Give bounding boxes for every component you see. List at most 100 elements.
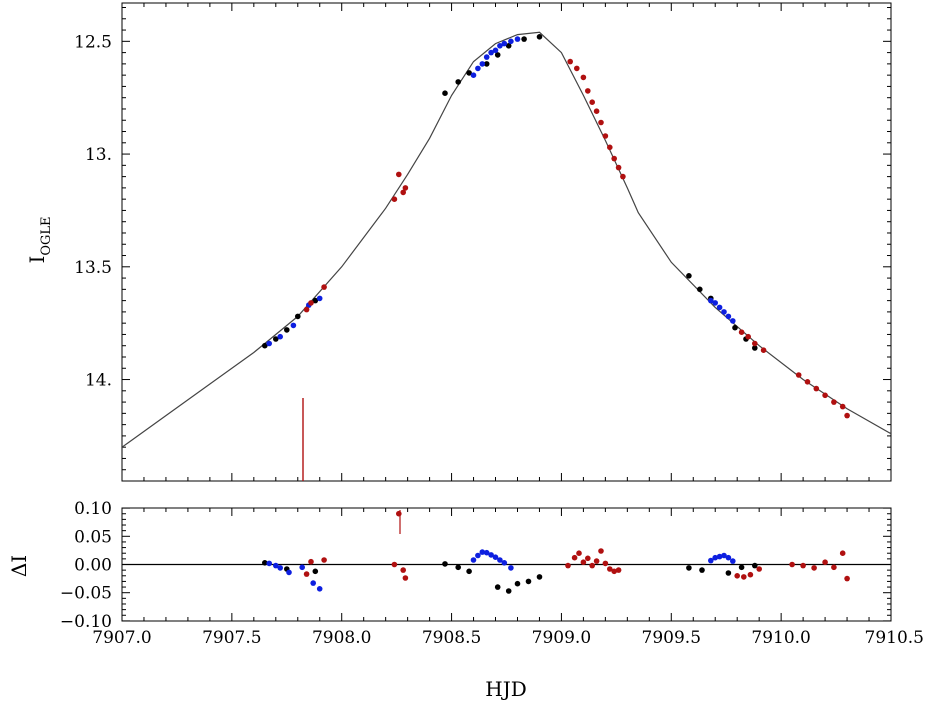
residual-point-observatory_c (391, 561, 398, 568)
data-point-observatory_a (455, 79, 462, 85)
residual-point-observatory_b (712, 554, 718, 561)
residual-point-observatory_c (308, 558, 314, 565)
residual-point-observatory_a (514, 580, 521, 587)
data-point-observatory_c (760, 347, 767, 354)
data-point-observatory_c (585, 88, 591, 94)
data-point-observatory_b (470, 72, 477, 78)
data-point-observatory_a (686, 273, 692, 279)
y-tick-label: −0.10 (60, 612, 112, 632)
residual-point-observatory_c (756, 566, 762, 572)
residual-point-observatory_b (316, 586, 323, 592)
residual-point-observatory_a (442, 561, 448, 567)
y-tick-label: 0.00 (74, 556, 112, 576)
top-plot-frame (121, 2, 892, 482)
residual-point-observatory_c (571, 554, 578, 561)
data-point-observatory_b (708, 297, 714, 304)
data-point-observatory_a (494, 52, 501, 58)
data-point-observatory_b (316, 295, 323, 302)
residual-point-observatory_c (611, 568, 617, 575)
residual-point-observatory_b (277, 565, 284, 571)
data-point-observatory_c (738, 329, 745, 336)
residual-point-observatory_b (501, 560, 508, 566)
residual-point-observatory_b (492, 554, 499, 560)
data-point-observatory_c (567, 58, 573, 65)
y-tick-label: 14. (85, 371, 112, 391)
data-point-observatory_b (514, 36, 521, 42)
data-point-observatory_c (303, 306, 310, 313)
residuals-panel: 0.10 0.05 0.00 −0.05 −0.10 7907.0 7907.5 7908.… (7, 499, 924, 701)
x-axis-label: HJD (485, 677, 527, 701)
data-point-observatory_c (308, 300, 314, 306)
data-point-observatory_b (730, 318, 736, 324)
residual-points (262, 510, 850, 594)
residual-point-observatory_c (822, 559, 828, 565)
data-point-observatory_c (400, 189, 407, 196)
data-point-observatory_c (745, 333, 751, 340)
y-tick-label: 0.10 (74, 499, 112, 519)
residual-point-observatory_b (708, 557, 714, 564)
data-point-observatory_b (508, 38, 514, 45)
residual-point-observatory_c (576, 550, 582, 556)
residual-point-observatory_c (839, 550, 846, 556)
data-point-observatory_a (284, 327, 290, 333)
data-point-observatory_c (620, 173, 626, 180)
data-point-observatory_b (721, 309, 727, 315)
y-tick-label: 12.5 (74, 32, 112, 52)
data-point-observatory_c (839, 403, 846, 410)
data-point-observatory_b (716, 304, 723, 311)
y-tick-label: 13. (85, 145, 112, 165)
residual-point-observatory_b (475, 552, 481, 559)
data-point-observatory_a (752, 345, 758, 351)
data-point-observatory_a (466, 70, 472, 76)
data-point-observatory_a (521, 36, 527, 42)
residual-point-observatory_a (466, 568, 472, 575)
residual-point-observatory_c (844, 575, 850, 582)
residual-point-observatory_b (721, 552, 727, 559)
data-point-observatory_b (501, 40, 508, 47)
residual-point-observatory_b (730, 558, 736, 564)
y-tick-label: 0.05 (74, 527, 112, 547)
data-point-observatory_b (290, 322, 297, 329)
data-point-observatory_c (574, 65, 580, 72)
residual-point-observatory_c (789, 561, 795, 568)
residual-point-observatory_b (716, 553, 723, 560)
data-point-observatory_a (312, 297, 319, 304)
x-tick-label: 7910.5 (865, 628, 924, 648)
data-point-observatory_b (479, 61, 486, 67)
residual-point-observatory_b (508, 565, 514, 571)
data-point-observatory_b (492, 47, 499, 54)
residual-point-observatory_c (598, 548, 604, 554)
data-point-observatory_c (602, 133, 609, 139)
residual-point-observatory_b (286, 569, 292, 576)
residual-point-observatory_c (396, 510, 402, 517)
bottom-y-tick-labels: 0.10 0.05 0.00 −0.05 −0.10 (60, 499, 112, 632)
data-point-observatory_c (589, 99, 595, 105)
residual-point-observatory_c (800, 562, 806, 569)
data-point-observatory_a (536, 34, 543, 40)
data-point-observatory_c (593, 108, 600, 114)
x-tick-label: 7907.0 (92, 628, 151, 648)
residual-point-observatory_c (593, 558, 600, 564)
residual-point-observatory_b (310, 580, 317, 586)
residual-point-observatory_c (589, 562, 595, 569)
data-point-observatory_b (488, 49, 494, 56)
data-point-observatory_b (277, 333, 284, 340)
data-point-observatory_c (607, 144, 613, 151)
data-point-observatory_c (396, 171, 402, 178)
residual-point-observatory_c (615, 567, 622, 573)
data-point-observatory_a (273, 336, 279, 342)
residual-point-observatory_c (607, 566, 613, 572)
residual-point-observatory_c (741, 574, 747, 580)
residual-point-observatory_a (505, 588, 512, 594)
x-tick-label: 7909.0 (532, 628, 591, 648)
residual-point-observatory_b (497, 557, 503, 563)
residual-point-observatory_c (400, 567, 407, 573)
data-point-observatory_c (752, 340, 758, 347)
data-point-observatory_a (697, 286, 703, 293)
residual-point-observatory_a (699, 567, 705, 573)
residual-point-observatory_c (734, 573, 740, 579)
bottom-ticks (121, 507, 892, 622)
residual-point-observatory_c (585, 555, 591, 562)
data-point-observatory_c (804, 379, 811, 385)
